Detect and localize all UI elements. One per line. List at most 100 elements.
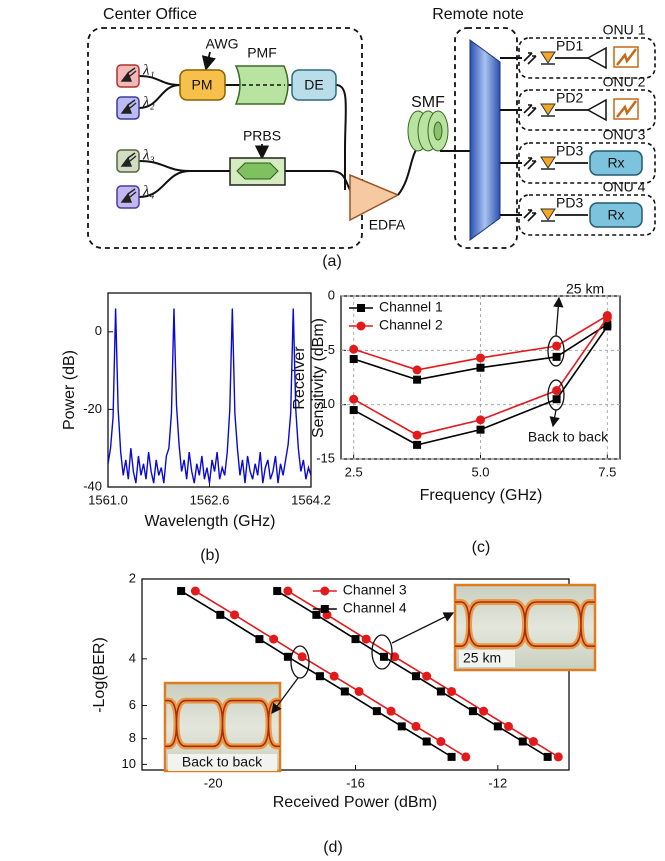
marker (273, 587, 282, 596)
x-tick-label: 7.5 (598, 464, 616, 479)
marker (528, 737, 538, 747)
smf-coil (433, 121, 443, 141)
marker (447, 686, 457, 696)
marker (436, 737, 446, 747)
photodiode (540, 208, 556, 221)
amplifier (586, 46, 607, 70)
marker (476, 425, 485, 434)
signal (616, 100, 637, 118)
marker (413, 375, 422, 384)
marker (552, 386, 562, 396)
legend-label: Channel 2 (379, 317, 443, 333)
marker (412, 430, 422, 440)
annotation: 25 km (566, 281, 604, 297)
pm-box (179, 69, 226, 101)
label-bg (168, 754, 277, 771)
marker (349, 344, 359, 354)
legend-marker (320, 586, 330, 596)
modulator (236, 162, 279, 180)
marker (411, 672, 420, 681)
marker (479, 706, 489, 716)
marker (476, 363, 485, 372)
marker (329, 671, 339, 681)
x-tick-label: -12 (488, 775, 507, 790)
y-tick-label: 10 (122, 756, 136, 771)
pmf-label: PMF (247, 45, 277, 61)
laser-icon (120, 67, 137, 82)
light-arrows (523, 104, 537, 117)
x-tick-label: 1564.2 (291, 492, 331, 507)
caption: (a) (322, 253, 342, 270)
edfa-label: EDFA (369, 217, 406, 233)
eye-trace (165, 699, 280, 748)
photodiode (540, 103, 556, 116)
x-tick-label: 1562.6 (190, 492, 230, 507)
marker (372, 707, 381, 716)
marker (312, 610, 321, 619)
y-tick-label: 8 (129, 730, 136, 745)
marker (397, 722, 406, 731)
x-tick-label: 1561.0 (88, 492, 128, 507)
wavelength-label: λ₁ (142, 62, 155, 78)
demux (469, 39, 501, 241)
photodiode (540, 51, 556, 64)
annotation: 25 km (463, 650, 501, 666)
x-tick-label: 5.0 (471, 464, 489, 479)
rx-box (589, 202, 643, 228)
prbs-label: PRBS (243, 128, 281, 144)
light-arrows (523, 157, 537, 170)
x-axis-label: Frequency (GHz) (420, 487, 543, 504)
awg-label: AWG (206, 36, 239, 52)
legend-marker (357, 304, 365, 312)
marker (230, 610, 240, 620)
marker (361, 634, 371, 644)
x-tick-label: 2.5 (345, 464, 363, 479)
marker (543, 752, 552, 761)
annotation: Back to back (528, 429, 609, 445)
marker (518, 737, 527, 746)
y-tick-label: 4 (129, 650, 136, 665)
y-tick-label: -15 (316, 450, 335, 465)
legend-label: Channel 1 (379, 299, 443, 315)
legend-label: Channel 3 (343, 582, 407, 598)
smf-label: SMF (411, 94, 445, 111)
marker (476, 353, 485, 363)
pd-label: PD3 (556, 143, 583, 159)
pd-label: PD3 (556, 195, 583, 211)
y-tick-label: 6 (129, 697, 136, 712)
caption: (b) (200, 547, 220, 564)
marker (436, 687, 445, 696)
marker (379, 652, 388, 661)
signal (616, 48, 637, 66)
arrow (549, 409, 560, 428)
diagram: Center Office Remote note AWG PM PMF DE … (87, 6, 524, 270)
remote-node-box (454, 27, 518, 249)
fiber (138, 160, 230, 198)
amplifier (586, 98, 607, 122)
y-tick-label: 2 (129, 570, 136, 585)
wavelength-label: λ₂ (142, 94, 155, 110)
x-axis-label: Received Power (dBm) (273, 794, 438, 811)
pd-label: PD2 (556, 90, 583, 106)
center-office-label: Center Office (103, 6, 197, 23)
marker (411, 721, 421, 731)
marker (552, 395, 561, 404)
marker (283, 652, 292, 661)
marker (422, 737, 431, 746)
plot-frame (107, 292, 312, 488)
marker (504, 721, 514, 731)
laser-icon (120, 152, 137, 167)
marker (422, 671, 432, 681)
x-tick-label: -20 (204, 775, 223, 790)
y-tick-label: -5 (323, 342, 335, 357)
marker (349, 355, 358, 364)
marker (603, 322, 612, 331)
edfa (349, 173, 400, 222)
onu-label: ONU 1 (603, 22, 646, 38)
marker (315, 672, 324, 681)
marker (269, 634, 279, 644)
marker (553, 752, 563, 762)
marker (412, 365, 422, 375)
marker (386, 706, 396, 716)
marker (552, 352, 561, 361)
